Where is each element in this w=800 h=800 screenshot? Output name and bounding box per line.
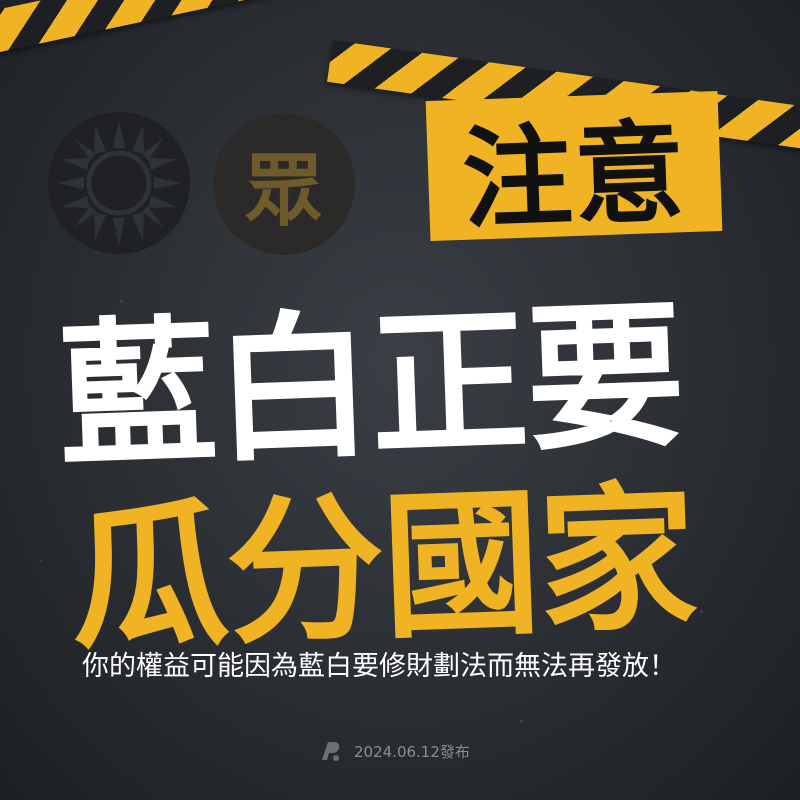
- tpp-logo: 眾: [213, 113, 355, 255]
- tpp-logo-char: 眾: [244, 146, 323, 236]
- headline-line-2: 瓜分國家: [67, 466, 698, 672]
- publish-date: 2024.06.12發布: [354, 742, 470, 761]
- grunge-speck: [40, 560, 42, 562]
- grunge-speck: [520, 720, 523, 723]
- footer: 2024.06.12發布: [318, 738, 470, 764]
- attention-badge: 注意: [425, 90, 723, 244]
- subtitle-text: 你的權益可能因為藍白要修財劃法而無法再發放！: [82, 651, 676, 682]
- grunge-speck: [700, 610, 703, 613]
- grunge-speck: [120, 300, 123, 303]
- kmt-sun-logo: [48, 112, 190, 254]
- party-logo-icon: [318, 738, 344, 764]
- attention-badge-text: 注意: [460, 108, 689, 244]
- sun-emblem-icon: [49, 113, 189, 253]
- grunge-speck: [610, 420, 612, 422]
